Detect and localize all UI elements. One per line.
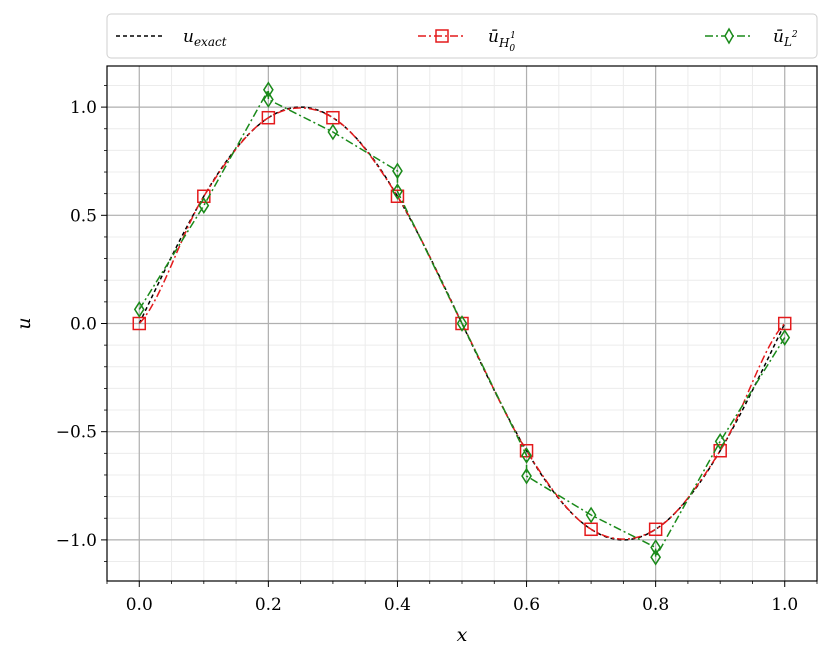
point-l2 [521,467,532,485]
x-axis-label: x [457,624,468,646]
legend: uexact ūH01 ūL2 [106,13,818,59]
point-l2 [779,329,791,346]
point-l2 [262,81,274,99]
point-l2 [198,197,210,214]
x-tick-label: 0.2 [255,595,282,615]
point-l2 [456,315,468,332]
point-l2 [133,301,145,318]
x-tick-label: 0.4 [384,595,411,615]
y-tick-label: 0.5 [70,206,97,226]
point-l2 [392,183,403,200]
point-l2 [262,91,274,108]
y-tick-label: −0.5 [56,423,97,443]
axis-ticks: 0.0 0.2 0.4 0.6 0.8 1.0 −1.0 −0.5 0.0 0.5 1.0 [56,85,818,615]
x-tick-label: 0.8 [642,595,669,615]
point-l2 [521,447,532,464]
x-tick-label: 1.0 [771,595,798,615]
legend-label-exact: uexact [183,27,227,49]
y-tick-label: −1.0 [56,531,97,551]
x-tick-label: 0.0 [126,595,153,615]
legend-label-l2: ūL2 [773,27,798,49]
point-l2 [714,433,726,450]
legend-marker-h1 [435,29,449,43]
series-line-h1 [138,107,786,540]
x-tick-label: 0.6 [513,595,540,615]
point-h1 [261,110,276,125]
y-axis-label: u [13,317,35,329]
point-l2 [585,506,597,524]
legend-label-h1: ūH01 [488,27,516,54]
major-gridlines [107,66,817,581]
legend-marker-l2 [724,27,734,45]
point-l2 [327,123,339,141]
point-l2 [650,548,662,566]
point-l2 [650,539,662,556]
y-tick-label: 0.0 [70,315,97,335]
point-h1 [648,522,663,537]
point-l2 [392,162,403,180]
point-h1 [390,189,405,204]
plot-series [132,81,792,566]
y-tick-label: 1.0 [70,98,97,118]
